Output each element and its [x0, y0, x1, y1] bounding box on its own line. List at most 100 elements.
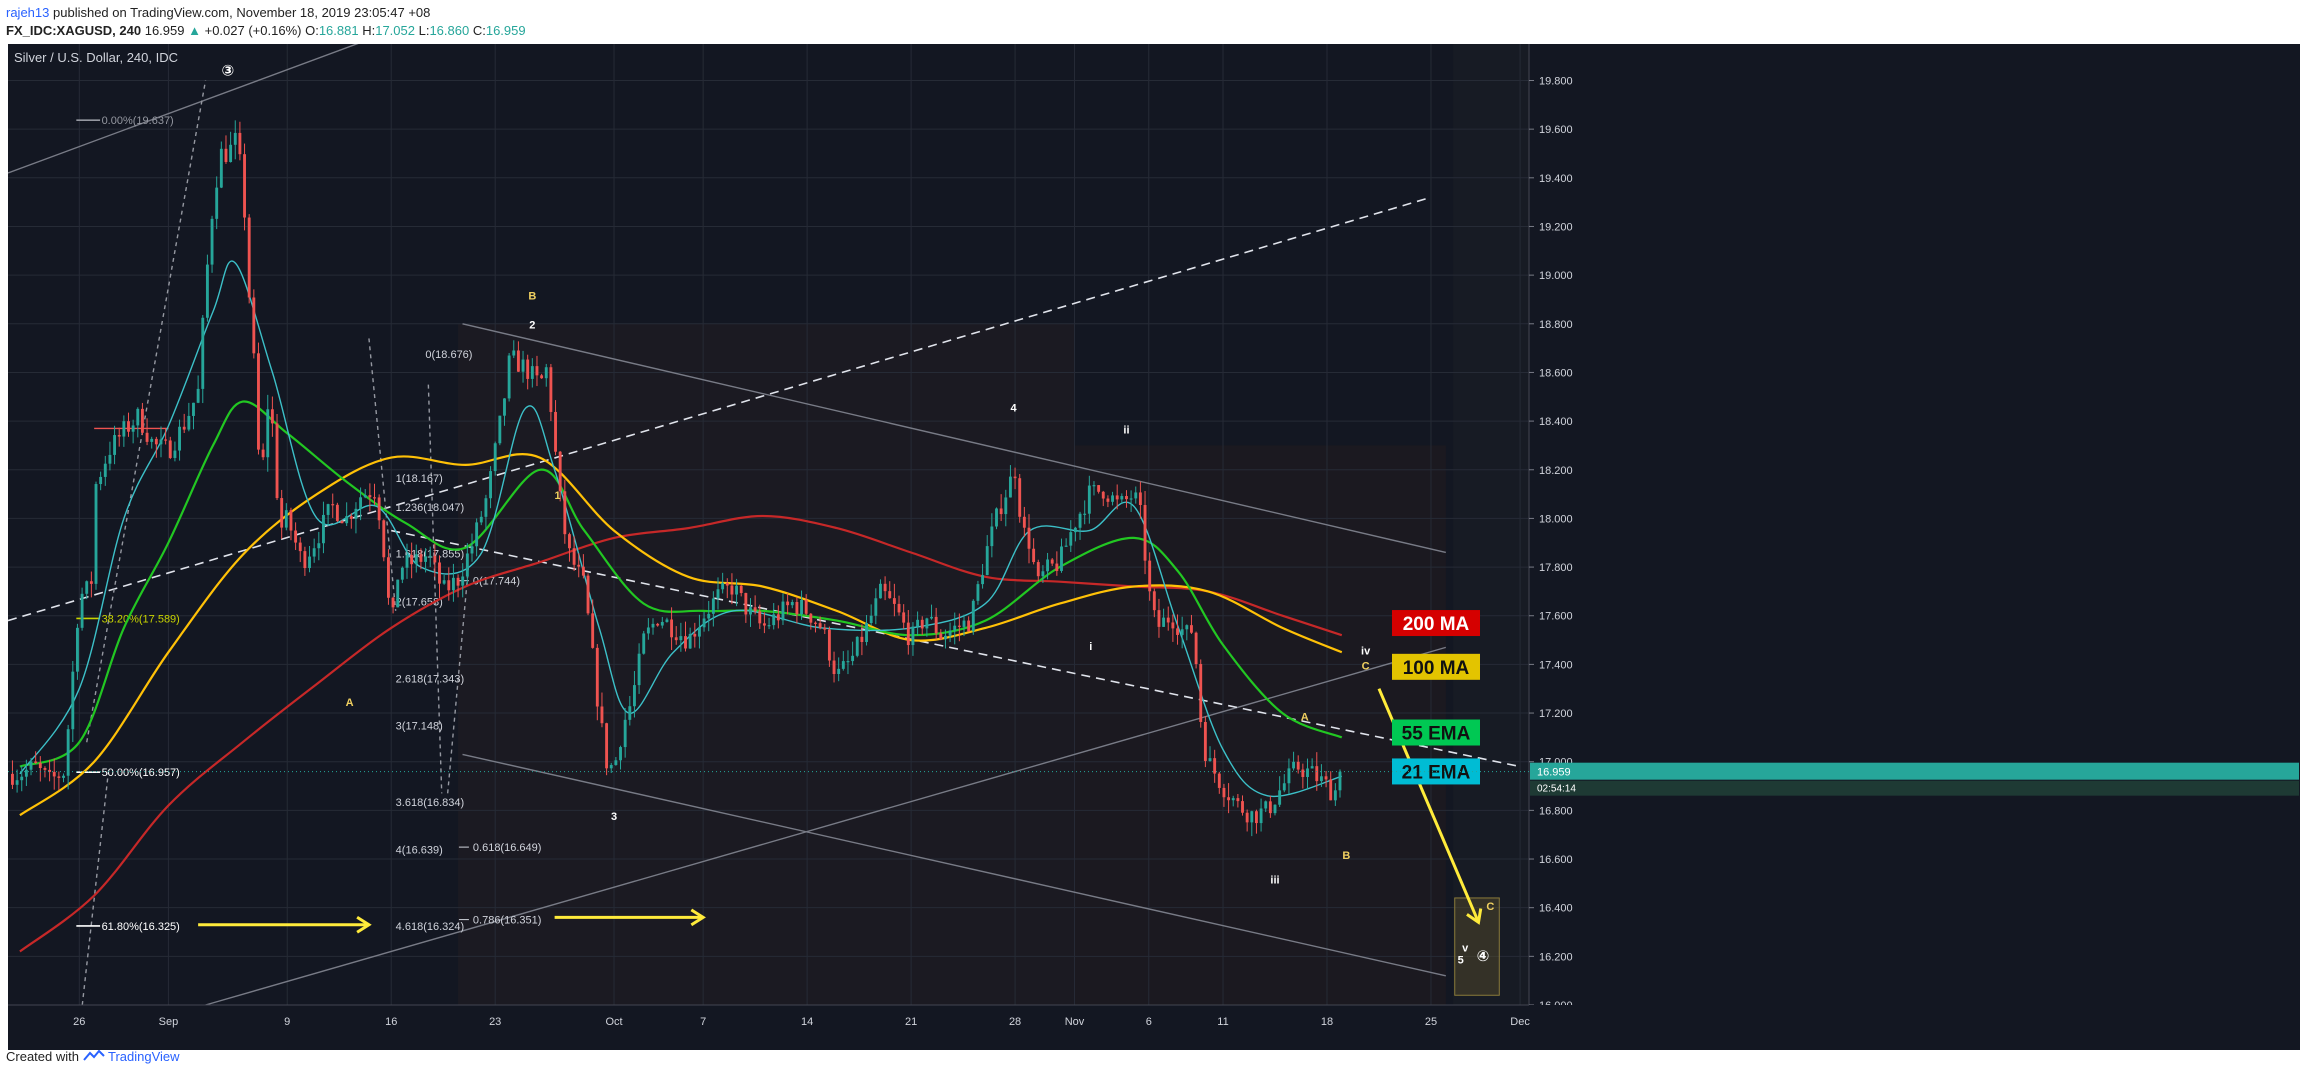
- candle-body: [1060, 546, 1063, 571]
- wave-label: 3: [611, 811, 617, 823]
- candle-body: [1319, 776, 1323, 782]
- candle-body: [1268, 801, 1272, 814]
- candle-body: [386, 557, 390, 598]
- ma-legend-box: [1392, 653, 1480, 680]
- candle-body: [1190, 625, 1193, 633]
- candle-body: [1282, 783, 1286, 791]
- candle-body: [108, 454, 112, 464]
- last-price-tag: [1530, 762, 2299, 780]
- trend-line: [7, 36, 377, 174]
- future-shade: [1453, 44, 1529, 1005]
- candle-body: [298, 542, 302, 552]
- candle-body: [62, 775, 65, 778]
- author-link[interactable]: rajeh13: [6, 5, 50, 20]
- axis-layer: 16.00016.20016.40016.60016.80017.00017.2…: [8, 44, 2300, 1050]
- candle-body: [1176, 628, 1179, 635]
- symbol-label: FX_IDC:XAGUSD, 240: [6, 23, 142, 38]
- candle-body: [178, 426, 181, 451]
- candle-body: [530, 366, 534, 379]
- candle-body: [581, 566, 585, 576]
- candle-body: [892, 598, 896, 604]
- candle-body: [303, 551, 307, 569]
- price-tick-label: 19.200: [1539, 221, 1573, 233]
- candle-body: [373, 497, 376, 499]
- fib-extension-label: 4.618(16.324): [396, 921, 465, 933]
- candle-body: [1315, 766, 1319, 782]
- candle-body: [614, 760, 618, 765]
- candle-body: [563, 491, 567, 535]
- candle-body: [270, 409, 274, 424]
- channel-bottom-line: [462, 753, 1446, 977]
- candle-body: [990, 526, 994, 547]
- chart-area[interactable]: 0.00%(19.637) 38.20%(17.589) 50.00%(16.957…: [7, 36, 2300, 1050]
- candle-body: [266, 409, 270, 458]
- dashed-midline-up: [7, 196, 1432, 622]
- candle-body: [623, 719, 627, 748]
- candle-body: [795, 602, 799, 615]
- candle-body: [939, 633, 943, 640]
- candle-body: [1129, 498, 1133, 500]
- candle-body: [953, 625, 957, 631]
- candle-body: [660, 621, 664, 626]
- candle-body: [920, 619, 924, 629]
- candle-body: [140, 408, 144, 433]
- candle-body: [1083, 513, 1087, 515]
- candle-body: [758, 611, 762, 624]
- candle-body: [257, 353, 260, 450]
- candle-body: [711, 598, 715, 614]
- candle-body: [1134, 492, 1138, 499]
- candle-body: [1162, 617, 1166, 627]
- candle-body: [1027, 527, 1031, 549]
- candle-body: [860, 636, 864, 642]
- candle-body: [1055, 563, 1059, 571]
- open-value: 16.881: [318, 23, 359, 38]
- wave-label: B: [1342, 850, 1350, 862]
- price-tick-label: 17.200: [1539, 708, 1573, 720]
- price-tick-label: 16.600: [1539, 854, 1573, 866]
- candle-body: [934, 616, 938, 634]
- candle-body: [159, 439, 163, 445]
- price-tick-label: 18.400: [1539, 416, 1573, 428]
- candle-body: [377, 497, 381, 521]
- candle-body: [930, 616, 933, 619]
- candle-body: [1333, 790, 1337, 801]
- price-chart[interactable]: 0.00%(19.637) 38.20%(17.589) 50.00%(16.957…: [7, 36, 2300, 1050]
- ma-legend-box: [1392, 610, 1480, 637]
- candle-body: [1236, 798, 1240, 802]
- price-tick-label: 18.600: [1539, 367, 1573, 379]
- candle-body: [809, 613, 813, 623]
- candle-body: [34, 761, 38, 763]
- candle-body: [349, 516, 353, 519]
- wave-label: v: [1462, 942, 1469, 954]
- last-price-tag-label: 16.959: [1537, 767, 1571, 779]
- candle-body: [1152, 591, 1156, 611]
- candle-body: [475, 522, 479, 547]
- candle-body: [776, 614, 780, 621]
- time-tick-label: 7: [700, 1016, 706, 1028]
- candle-body: [637, 653, 641, 686]
- candle-body: [359, 497, 363, 509]
- footer: Created with TradingView: [6, 1049, 180, 1071]
- candle-body: [317, 543, 321, 549]
- candle-body: [192, 402, 195, 416]
- candle-body: [646, 627, 650, 634]
- fib-level-label: 61.80%(16.325): [102, 921, 180, 933]
- tradingview-brand-link[interactable]: TradingView: [108, 1049, 180, 1064]
- time-tick-label: Nov: [1065, 1016, 1085, 1028]
- wave-label: 5: [1458, 955, 1464, 967]
- candle-body: [1022, 516, 1026, 528]
- candle-body: [633, 685, 636, 707]
- candle-body: [363, 495, 367, 498]
- candle-body: [131, 425, 135, 432]
- candle-body: [1148, 560, 1152, 592]
- candle-body: [897, 603, 901, 613]
- candle-body: [851, 655, 855, 662]
- candle-body: [1097, 485, 1101, 492]
- candle-body: [702, 618, 706, 628]
- candle-body: [1278, 790, 1282, 805]
- candle-body: [1338, 771, 1342, 791]
- low-value: 16.860: [429, 23, 470, 38]
- candle-body: [173, 450, 177, 458]
- candle-body: [823, 627, 827, 630]
